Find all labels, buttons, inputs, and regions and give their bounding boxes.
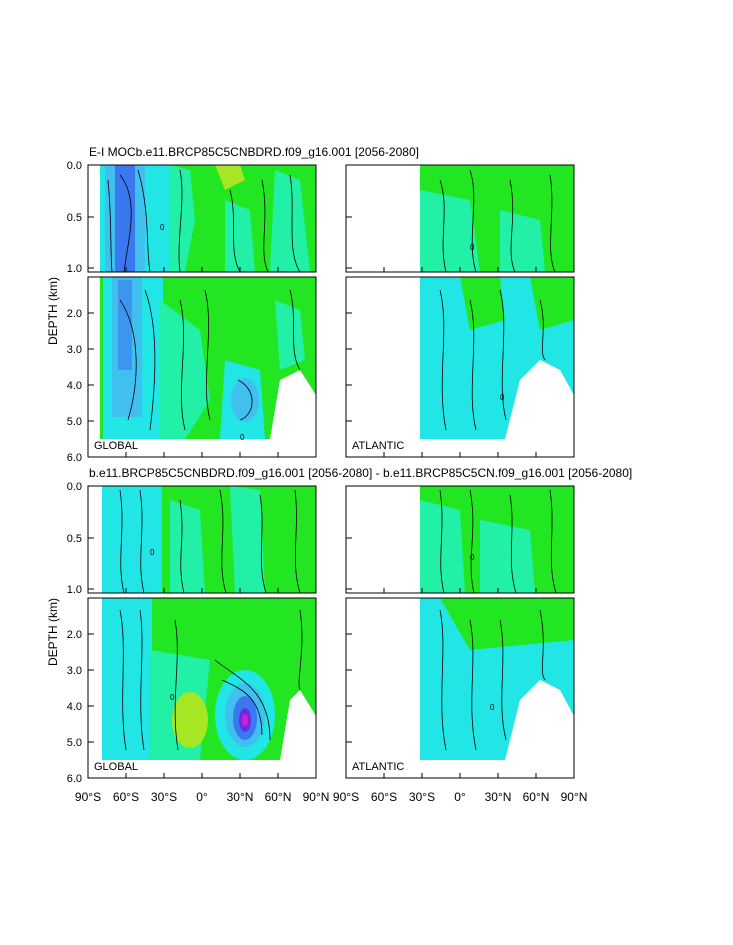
- chart-2-upper-yticks: 0.0 0.5 1.0: [67, 481, 352, 596]
- chart-2-ytick-5: 4.0: [67, 701, 82, 713]
- x-tick-label-atlantic: 30°N: [485, 790, 512, 804]
- chart-1-ytick-2: 1.0: [67, 263, 82, 275]
- x-tick-label-atlantic: 90°S: [333, 790, 359, 804]
- x-axis-atlantic: 90°S 60°S 30°S 0° 30°N 60°N 90°N: [333, 267, 587, 804]
- x-tick-label-atlantic: 30°S: [409, 790, 435, 804]
- chart-2-ylabel: DEPTH (km): [46, 598, 60, 666]
- chart-1-ytick-6: 5.0: [67, 416, 82, 428]
- chart-1-ytick-3: 2.0: [67, 308, 82, 320]
- chart-1-upper-yticks: 0.0 0.5 1.0: [67, 160, 352, 275]
- chart-2-atlantic-lower-field: [420, 598, 574, 760]
- chart-2-global-upper-field: [102, 486, 316, 593]
- chart-1-atlantic-lower-field: [420, 277, 574, 439]
- chart-2-title: b.e11.BRCP85C5CNBDRD.f09_g16.001 [2056-2…: [89, 466, 632, 480]
- x-tick-label-global: 0°: [196, 790, 208, 804]
- chart-2-global-lower-field: [102, 598, 316, 760]
- x-tick-label-atlantic: 60°S: [371, 790, 397, 804]
- chart-2-atlantic-panel-label: ATLANTIC: [352, 761, 404, 773]
- x-tick-label-global: 30°S: [151, 790, 177, 804]
- chart-2-global-panel-label: GLOBAL: [94, 761, 138, 773]
- chart-1-global-upper-field: [100, 165, 316, 272]
- x-tick-label-global: 60°S: [113, 790, 139, 804]
- chart-1-ytick-0: 0.0: [67, 160, 82, 172]
- x-tick-label-global: 90°S: [75, 790, 101, 804]
- x-tick-label-atlantic: 0°: [454, 790, 466, 804]
- chart-2-ytick-3: 2.0: [67, 629, 82, 641]
- chart-1-ytick-1: 0.5: [67, 212, 82, 224]
- contour-label: 0: [160, 223, 165, 232]
- contour-label: 0: [470, 243, 475, 252]
- chart-2-ytick-2: 1.0: [67, 584, 82, 596]
- contour-label: 0: [490, 703, 495, 712]
- x-tick-label-atlantic: 60°N: [523, 790, 550, 804]
- chart-2-contour-labels: 0 0 0 0: [150, 548, 495, 712]
- chart-2-ytick-4: 3.0: [67, 665, 82, 677]
- chart-1-contour-labels: 0 0 0 0: [160, 223, 505, 442]
- contour-label: 0: [170, 693, 175, 702]
- chart-1-ylabel: DEPTH (km): [46, 277, 60, 345]
- x-axis-global: 90°S 60°S 30°S 0° 30°N 60°N 90°N: [75, 267, 329, 804]
- chart-1-lower-yticks: 2.0 3.0 4.0 5.0 6.0: [67, 308, 352, 464]
- chart-1-ytick-4: 3.0: [67, 344, 82, 356]
- chart-2-lower-yticks: 2.0 3.0 4.0 5.0 6.0: [67, 629, 352, 785]
- chart-1-global-lower-field: [100, 277, 316, 439]
- x-tick-label-atlantic: 90°N: [561, 790, 588, 804]
- chart-1-atlantic-upper-field: [420, 165, 574, 272]
- chart-1-ytick-5: 4.0: [67, 380, 82, 392]
- chart-1-atlantic-panel-label: ATLANTIC: [352, 440, 404, 452]
- chart-1-global-panel-label: GLOBAL: [94, 440, 138, 452]
- chart-2-ytick-0: 0.0: [67, 481, 82, 493]
- x-tick-label-global: 30°N: [227, 790, 254, 804]
- chart-1-title: E-I MOCb.e11.BRCP85C5CNBDRD.f09_g16.001 …: [89, 145, 419, 159]
- chart-2-ytick-7: 6.0: [67, 773, 82, 785]
- chart-1-ytick-7: 6.0: [67, 452, 82, 464]
- contour-label: 0: [240, 433, 245, 442]
- chart-2-ytick-6: 5.0: [67, 737, 82, 749]
- x-tick-label-global: 90°N: [303, 790, 330, 804]
- x-tick-label-global: 60°N: [265, 790, 292, 804]
- contour-label: 0: [470, 553, 475, 562]
- chart-2-atlantic-upper-field: [420, 486, 574, 593]
- contour-label: 0: [500, 393, 505, 402]
- contour-label: 0: [150, 548, 155, 557]
- chart-2-ytick-1: 0.5: [67, 533, 82, 545]
